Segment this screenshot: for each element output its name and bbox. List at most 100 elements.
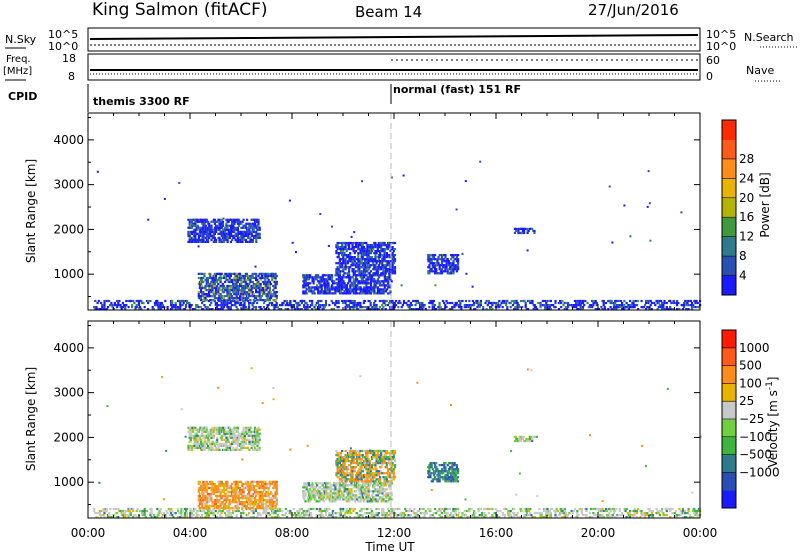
heatmap-cell — [358, 268, 361, 271]
heatmap-cell — [237, 278, 240, 282]
heatmap-cell — [207, 509, 210, 513]
heatmap-cell — [447, 516, 450, 519]
heatmap-cell — [432, 306, 435, 309]
heatmap-cell — [186, 301, 189, 305]
heatmap-cell — [237, 436, 241, 439]
heatmap-cell — [161, 304, 165, 307]
heatmap-cell — [217, 308, 220, 311]
heatmap-cell — [201, 505, 204, 508]
heatmap-cell — [507, 509, 510, 513]
heatmap-cell — [320, 509, 323, 513]
heatmap-cell — [381, 241, 384, 245]
heatmap-cell — [479, 299, 482, 303]
heatmap-cell — [229, 514, 232, 517]
heatmap-cell — [190, 304, 193, 307]
heatmap-cell — [199, 484, 203, 488]
heatmap-cell — [214, 509, 217, 513]
heatmap-cell — [549, 308, 552, 311]
heatmap-cell — [225, 278, 228, 282]
heatmap-cell — [233, 501, 236, 504]
heatmap-cell — [244, 297, 247, 300]
heatmap-cell — [338, 264, 341, 267]
heatmap-cell — [363, 288, 366, 291]
heatmap-cell — [372, 280, 375, 283]
heatmap-cell — [436, 260, 439, 263]
heatmap-cell — [225, 236, 228, 239]
heatmap-cell — [606, 514, 609, 517]
heatmap-cell — [452, 260, 455, 263]
heatmap-cell — [645, 308, 648, 311]
heatmap-cell — [507, 512, 510, 515]
heatmap-cell — [248, 428, 251, 431]
heatmap-cell — [687, 509, 690, 513]
heatmap-cell — [200, 440, 203, 443]
heatmap-cell — [234, 499, 237, 502]
heatmap-cell — [242, 224, 245, 227]
heatmap-cell — [349, 266, 352, 269]
heatmap-cell — [291, 241, 294, 244]
heatmap-cell — [213, 505, 216, 508]
heatmap-cell — [306, 509, 309, 513]
heatmap-cell — [349, 254, 352, 257]
heatmap-cell — [244, 440, 247, 443]
heatmap-cell — [447, 260, 450, 263]
heatmap-cell — [201, 220, 204, 223]
heatmap-cell — [629, 509, 632, 513]
heatmap-cell — [445, 264, 448, 267]
heatmap-cell — [513, 231, 516, 235]
heatmap-cell — [397, 301, 400, 305]
heatmap-cell — [110, 301, 113, 305]
heatmap-cell — [236, 240, 239, 243]
heatmap-cell — [213, 507, 216, 510]
heatmap-cell — [442, 258, 445, 261]
heatmap-cell — [214, 501, 218, 504]
heatmap-cell — [242, 280, 245, 284]
heatmap-cell — [377, 244, 380, 247]
heatmap-cell — [422, 306, 425, 309]
heatmap-cell — [212, 236, 215, 239]
heatmap-cell — [224, 286, 227, 290]
heatmap-cell — [509, 514, 512, 517]
heatmap-cell — [244, 426, 247, 429]
heatmap-cell — [406, 516, 409, 519]
heatmap-cell — [570, 509, 573, 513]
heatmap-cell — [190, 448, 194, 451]
heatmap-cell — [266, 306, 269, 309]
heatmap-cell — [389, 250, 392, 253]
heatmap-cell — [370, 256, 374, 259]
heatmap-cell — [656, 301, 659, 305]
heatmap-cell — [393, 254, 397, 257]
heatmap-cell — [188, 224, 191, 227]
heatmap-cell — [206, 295, 209, 298]
heatmap-cell — [252, 488, 255, 492]
heatmap-cell — [440, 308, 443, 311]
heatmap-cell — [342, 301, 345, 305]
heatmap-cell — [240, 234, 243, 237]
heatmap-cell — [198, 232, 202, 235]
heatmap-cell — [415, 299, 418, 303]
heatmap-cell — [187, 444, 190, 447]
heatmap-cell — [453, 266, 456, 269]
heatmap-cell — [583, 304, 586, 307]
heatmap-cell — [261, 486, 265, 490]
heatmap-cell — [371, 516, 375, 519]
heatmap-cell — [331, 509, 334, 513]
heatmap-cell — [389, 290, 392, 293]
heatmap-cell — [255, 494, 258, 498]
heatmap-cell — [547, 509, 550, 513]
heatmap-cell — [599, 507, 602, 511]
heatmap-cell — [224, 497, 227, 500]
heatmap-cell — [257, 280, 260, 284]
heatmap-cell — [244, 482, 247, 486]
heatmap-cell — [479, 514, 482, 517]
heatmap-cell — [247, 226, 250, 229]
heatmap-cell — [373, 282, 376, 285]
heatmap-cell — [245, 278, 248, 282]
heatmap-cell — [472, 304, 476, 307]
heatmap-cell — [224, 280, 227, 284]
heatmap-cell — [186, 512, 189, 515]
heatmap-cell — [120, 512, 123, 515]
heatmap-cell — [681, 308, 684, 311]
heatmap-cell — [458, 299, 461, 303]
heatmap-cell — [447, 272, 450, 275]
